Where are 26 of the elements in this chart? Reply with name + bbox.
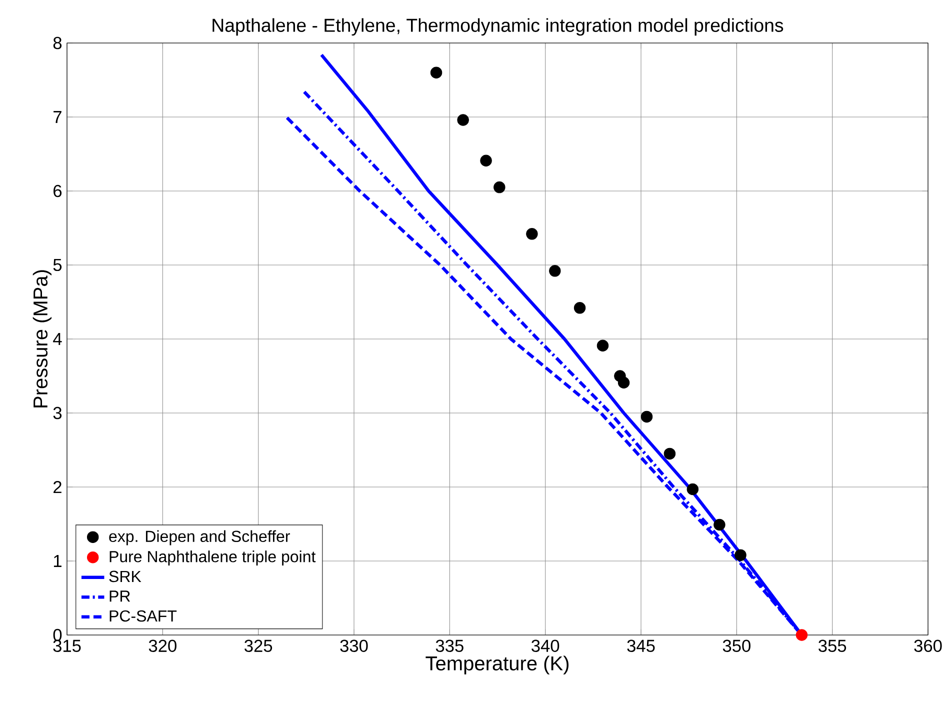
legend-label: PC-SAFT bbox=[110, 610, 177, 622]
y-tick-label: 1 bbox=[54, 555, 62, 567]
x-tick-label: 360 bbox=[914, 640, 942, 652]
x-tick-label: 340 bbox=[532, 640, 560, 652]
y-tick-label: 6 bbox=[54, 184, 62, 198]
legend-label: Pure Naphthalene triple point bbox=[110, 550, 316, 566]
x-tick-label: 315 bbox=[53, 640, 81, 652]
x-tick-label: 330 bbox=[340, 640, 368, 652]
x-tick-label: 345 bbox=[627, 640, 655, 652]
y-tick-label: 3 bbox=[53, 406, 62, 420]
x-tick-label: 320 bbox=[148, 640, 176, 652]
x-axis-title: Temperature (K) bbox=[426, 656, 568, 674]
x-tick-label: 350 bbox=[722, 640, 750, 652]
y-tick-label: 8 bbox=[53, 36, 62, 50]
chart-title: Napthalene - Ethylene, Thermodynamic integration model predictions bbox=[212, 18, 784, 36]
y-tick-label: 2 bbox=[54, 480, 62, 494]
x-tick-label: 355 bbox=[818, 640, 846, 652]
y-tick-label: 7 bbox=[54, 111, 62, 123]
y-tick-label: 4 bbox=[53, 333, 62, 345]
x-tick-label: 335 bbox=[436, 640, 464, 652]
legend-label: exp. Diepen and Scheffer bbox=[109, 530, 290, 546]
legend-label: SRK bbox=[109, 570, 142, 582]
x-tick-label: 325 bbox=[244, 640, 272, 652]
y-axis-title: Pressure (MPa) bbox=[32, 270, 52, 408]
y-tick-label: 5 bbox=[53, 258, 62, 272]
legend-label: PR bbox=[110, 590, 130, 602]
